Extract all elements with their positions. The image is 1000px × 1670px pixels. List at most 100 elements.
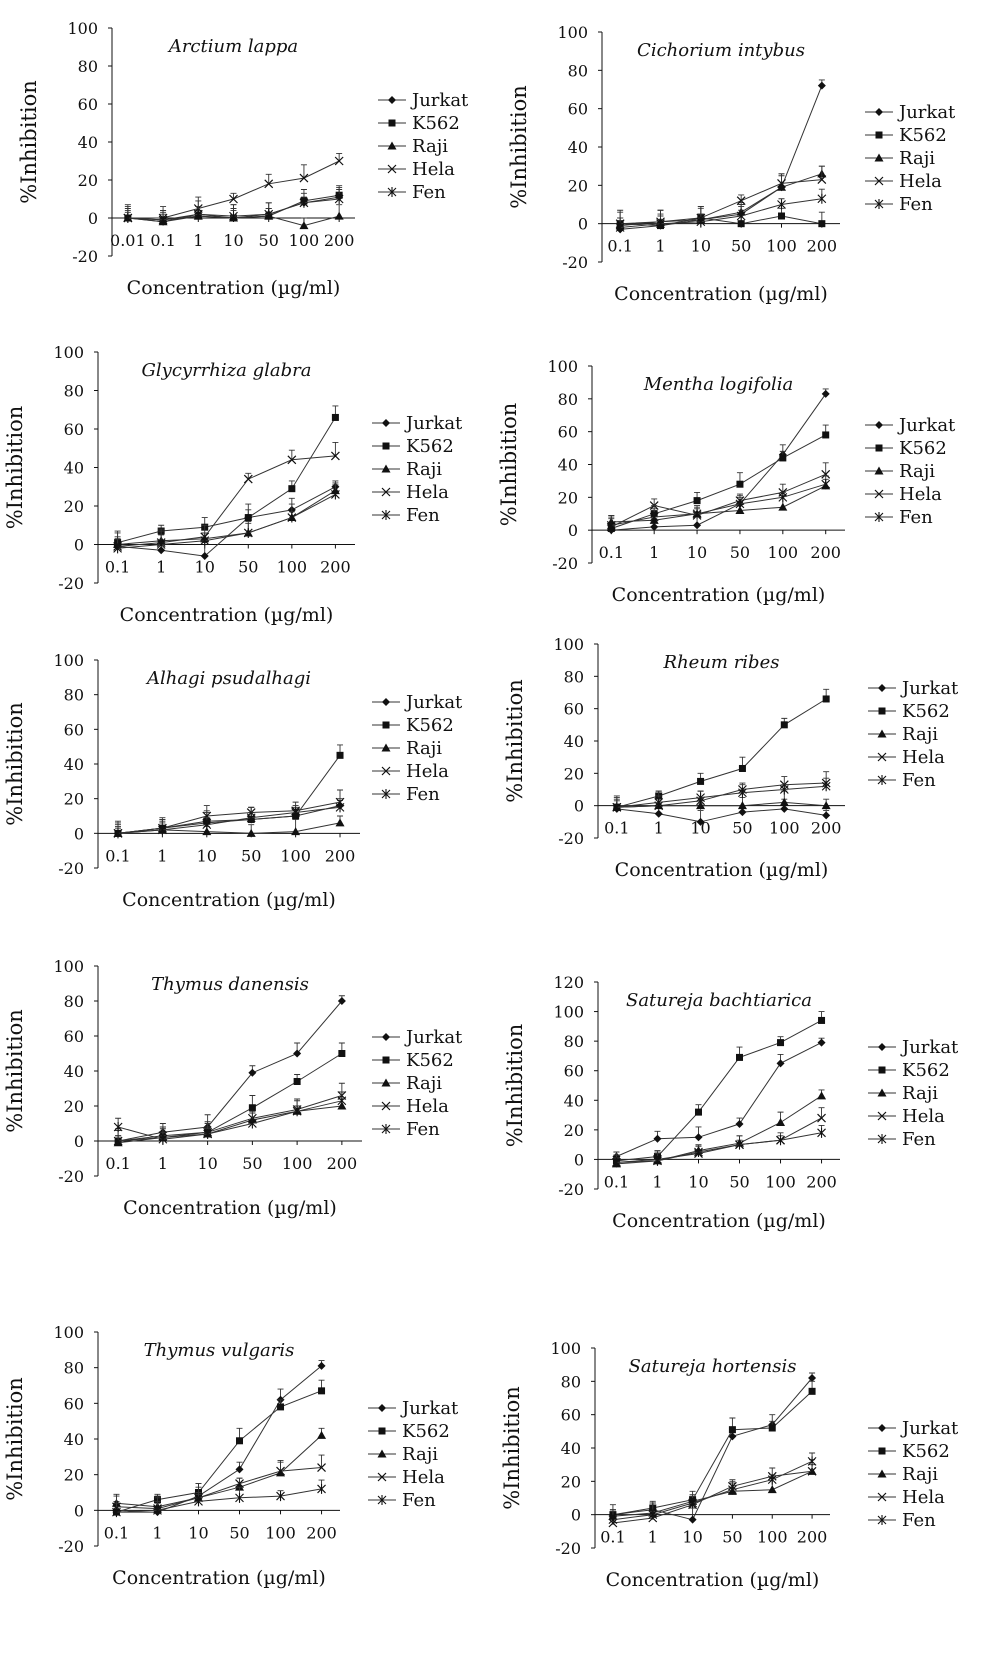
series-k562 bbox=[607, 424, 830, 533]
data-point bbox=[821, 801, 831, 810]
data-point bbox=[331, 413, 339, 421]
legend-label: Jurkat bbox=[400, 1398, 459, 1419]
data-point bbox=[817, 81, 826, 90]
y-tick-label: 60 bbox=[568, 100, 588, 119]
data-point bbox=[608, 1514, 618, 1525]
y-tick-label: -20 bbox=[58, 1537, 84, 1556]
data-point bbox=[653, 1134, 662, 1143]
legend-marker bbox=[377, 1472, 387, 1482]
y-tick-label: 0 bbox=[74, 536, 84, 555]
error-bar bbox=[781, 776, 788, 785]
data-point bbox=[335, 802, 345, 813]
y-tick-label: 60 bbox=[78, 95, 98, 114]
x-axis-label: Concentration (µg/ml) bbox=[122, 889, 336, 911]
data-point bbox=[778, 212, 786, 220]
series-line bbox=[117, 417, 336, 544]
legend-label: Jurkat bbox=[410, 90, 469, 111]
y-tick-label: 40 bbox=[568, 138, 588, 157]
y-tick-label: 100 bbox=[553, 1003, 584, 1022]
y-tick-label: 20 bbox=[64, 1097, 84, 1116]
error-bar bbox=[318, 1454, 325, 1468]
x-tick-label: 200 bbox=[320, 558, 351, 577]
legend-marker bbox=[387, 141, 397, 150]
y-tick-label: 60 bbox=[64, 420, 84, 439]
y-tick-label: 40 bbox=[64, 1062, 84, 1081]
legend-marker bbox=[877, 775, 887, 785]
series-line bbox=[616, 1019, 822, 1162]
legend-marker bbox=[382, 442, 390, 450]
y-tick-label: 20 bbox=[564, 1121, 584, 1140]
y-axis-label: %Inhibition bbox=[507, 85, 531, 209]
series-line bbox=[612, 1460, 813, 1521]
data-point bbox=[767, 1485, 777, 1494]
legend-label: Raji bbox=[406, 459, 442, 480]
series-k562 bbox=[612, 1011, 826, 1165]
x-tick-label: 10 bbox=[687, 543, 707, 562]
data-point bbox=[817, 1127, 826, 1138]
data-point bbox=[337, 997, 346, 1005]
series-k562 bbox=[613, 688, 830, 811]
data-point bbox=[246, 828, 256, 837]
x-tick-label: 50 bbox=[731, 237, 751, 256]
legend-label: Fen bbox=[902, 1510, 936, 1531]
y-tick-label: 80 bbox=[561, 1372, 581, 1391]
error-bar bbox=[265, 173, 272, 184]
y-tick-label: 80 bbox=[64, 992, 84, 1011]
data-point bbox=[277, 1403, 285, 1411]
y-tick-label: 0 bbox=[574, 1150, 584, 1169]
x-tick-label: 100 bbox=[766, 237, 797, 256]
legend-marker bbox=[388, 119, 396, 127]
data-point bbox=[693, 521, 702, 530]
data-point bbox=[650, 522, 659, 531]
series-line bbox=[612, 1390, 813, 1516]
data-point bbox=[318, 1387, 326, 1395]
x-tick-label: 0.1 bbox=[105, 558, 130, 577]
x-axis-label: Concentration (µg/ml) bbox=[612, 1210, 826, 1232]
series-line bbox=[612, 1377, 813, 1521]
y-tick-label: 80 bbox=[64, 382, 84, 401]
data-point bbox=[293, 1078, 301, 1085]
x-tick-label: 0.1 bbox=[150, 231, 175, 250]
data-point bbox=[292, 1106, 302, 1117]
data-point bbox=[334, 156, 344, 166]
series-line bbox=[620, 85, 823, 230]
error-bar bbox=[245, 472, 252, 480]
data-point bbox=[158, 1134, 168, 1145]
error-bar bbox=[818, 165, 825, 180]
y-tick-label: 80 bbox=[64, 686, 84, 705]
series-line bbox=[117, 806, 341, 834]
data-point bbox=[336, 751, 344, 759]
chart-8: -20 0 20 40 60 80 100 120 0.1 1 10 50 100 200 Satureja… bbox=[503, 973, 959, 1232]
series-fen bbox=[612, 777, 831, 813]
data-point bbox=[776, 1059, 785, 1068]
x-axis-label: Concentration (µg/ml) bbox=[112, 1567, 326, 1589]
legend-marker bbox=[381, 766, 391, 776]
chart-7: -20 0 20 40 60 80 100 0.1 1 10 50 100 200 Thymus dane… bbox=[3, 957, 463, 1219]
legend-marker bbox=[877, 1492, 887, 1502]
data-point bbox=[276, 1466, 285, 1476]
legend-marker bbox=[378, 1404, 386, 1412]
x-tick-label: 100 bbox=[765, 1172, 796, 1191]
data-point bbox=[235, 1479, 244, 1489]
data-point bbox=[248, 1104, 256, 1112]
data-point bbox=[153, 1505, 162, 1516]
legend-label: Hela bbox=[902, 1487, 945, 1508]
series-line bbox=[616, 1117, 822, 1163]
data-point bbox=[778, 502, 788, 511]
data-point bbox=[194, 1496, 203, 1507]
series-line bbox=[117, 1100, 343, 1140]
data-point bbox=[808, 1387, 816, 1395]
data-point bbox=[243, 474, 253, 484]
y-tick-label: 60 bbox=[558, 423, 578, 442]
chart-title: Thymus danensis bbox=[151, 974, 309, 995]
data-point bbox=[247, 1118, 257, 1129]
data-point bbox=[736, 196, 746, 206]
y-tick-label: 0 bbox=[74, 1132, 84, 1151]
legend-label: Fen bbox=[406, 784, 440, 805]
x-tick-label: 100 bbox=[277, 558, 308, 577]
y-tick-label: 100 bbox=[67, 19, 98, 38]
data-point bbox=[737, 801, 747, 810]
y-tick-label: -20 bbox=[58, 1167, 84, 1186]
data-point bbox=[728, 1484, 737, 1495]
legend-label: Hela bbox=[902, 1106, 945, 1127]
